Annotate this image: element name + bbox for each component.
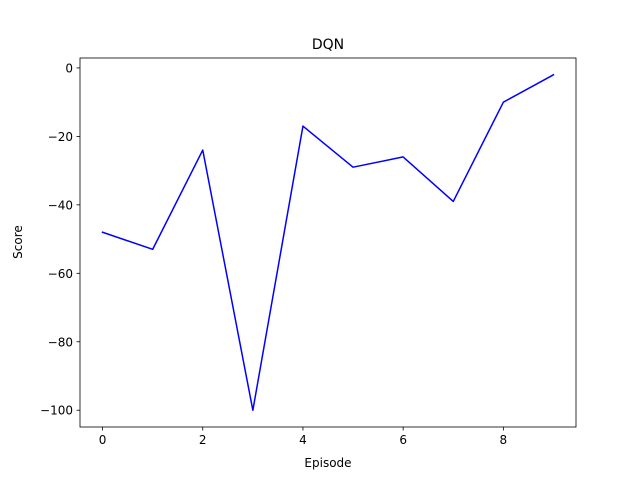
series-line-score bbox=[101, 73, 555, 411]
x-axis-label: Episode bbox=[304, 456, 351, 470]
plot-frame bbox=[79, 57, 577, 428]
x-tick-label: 4 bbox=[299, 433, 307, 447]
y-tick-label: −80 bbox=[48, 335, 73, 349]
y-axis-label: Score bbox=[11, 225, 25, 259]
x-tick-label: 6 bbox=[399, 433, 407, 447]
x-axis-ticks: 0 2 4 6 8 bbox=[99, 427, 507, 447]
y-tick-label: −40 bbox=[48, 198, 73, 212]
x-tick-label: 2 bbox=[199, 433, 207, 447]
y-tick-label: −60 bbox=[48, 267, 73, 281]
y-tick-label: −20 bbox=[48, 130, 73, 144]
chart-title: DQN bbox=[312, 37, 344, 53]
x-tick-label: 0 bbox=[99, 433, 107, 447]
y-tick-label: −100 bbox=[40, 404, 73, 418]
plot-area bbox=[80, 58, 576, 427]
x-tick-label: 8 bbox=[500, 433, 508, 447]
y-tick-label: 0 bbox=[65, 61, 73, 75]
y-axis-ticks: 0 −20 −40 −60 −80 −100 bbox=[40, 61, 80, 418]
